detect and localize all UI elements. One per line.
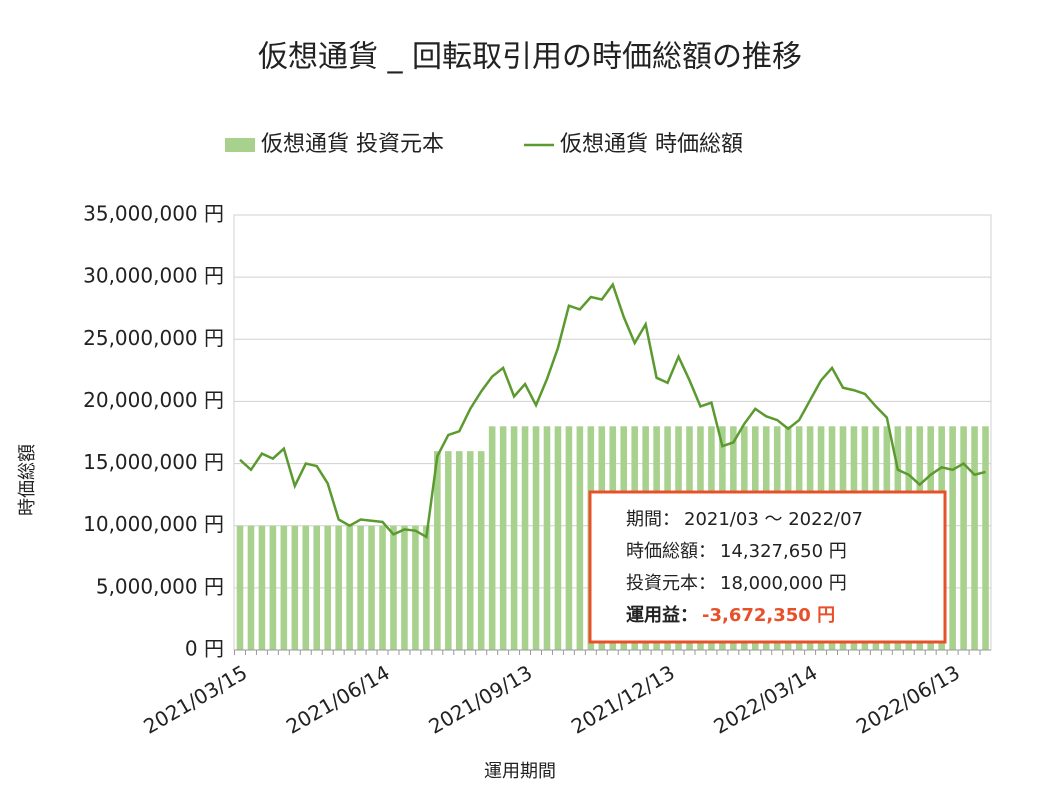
y-tick-label: 0 円 [185,637,224,661]
x-axis-label: 運用期間 [484,761,556,782]
bar [236,525,244,650]
bar [401,525,408,650]
legend-swatch [225,138,255,152]
bar [971,426,978,650]
y-tick-label: 30,000,000 円 [83,264,224,288]
bar [269,525,277,650]
y-axis-label: 時価総額 [17,444,38,516]
legend-label: 仮想通貨 時価総額 [560,132,743,157]
annotation-value: 14,327,650 円 [720,541,847,562]
annotation-label: 運用益： [626,604,698,626]
bar [313,525,321,650]
y-tick-label: 25,000,000 円 [83,326,224,350]
y-tick-label: 10,000,000 円 [83,512,224,536]
bar [565,426,573,650]
annotation-label: 期間： [626,509,680,530]
bar [346,525,353,650]
legend-label: 仮想通貨 投資元本 [261,132,444,157]
bar [423,525,430,650]
bar [466,451,474,650]
bar [302,525,310,650]
line [239,281,986,539]
y-tick-label: 20,000,000 円 [83,388,224,412]
bar [543,426,551,650]
annotation-label: 時価総額： [626,541,716,562]
y-tick-label: 35,000,000 円 [83,202,224,226]
annotation-value: 2021/03 ～ 2022/07 [684,509,863,530]
bar [324,525,331,650]
bar [499,426,507,650]
bar [357,525,364,650]
bar [554,426,562,650]
chart-title: 仮想通貨 _ 回転取引用の時価総額の推移 [258,40,802,75]
bar [258,525,266,650]
bar [368,525,375,650]
annotation-value: 18,000,000 円 [720,573,847,594]
bar [434,451,441,650]
bar [982,426,989,650]
bar [247,525,255,650]
bar [960,426,967,650]
bar [488,426,496,650]
annotation-box [588,490,947,644]
y-tick-label: 5,000,000 円 [96,574,224,598]
bar [477,451,485,650]
bar [521,426,529,650]
bar [445,451,452,650]
bar [510,426,518,650]
y-tick-label: 15,000,000 円 [83,450,224,474]
annotation-value: -3,672,350 円 [702,605,835,626]
bar [335,525,342,650]
bar [280,525,288,650]
bar [379,525,386,650]
bar [576,426,584,650]
annotation-label: 投資元本： [626,573,716,594]
bar [949,426,956,650]
bar [291,525,299,650]
bar [390,525,397,650]
bar [455,451,463,650]
bar [532,426,540,650]
bar [412,525,419,650]
